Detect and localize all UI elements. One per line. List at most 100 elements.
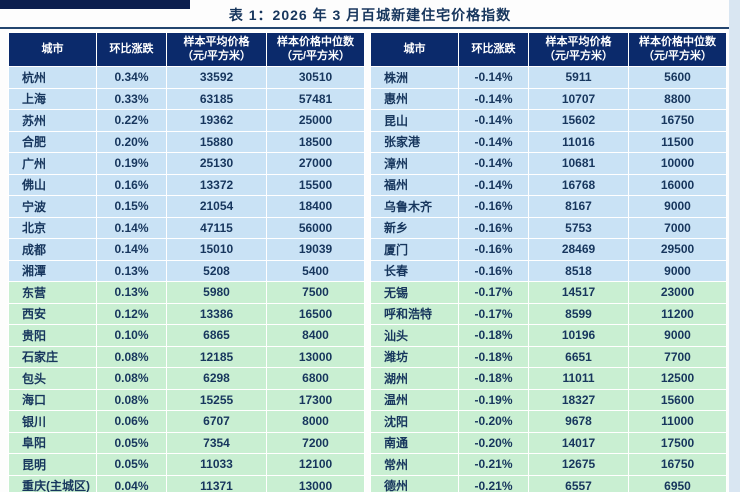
value-cell: -0.14% <box>458 66 529 89</box>
value-cell: 0.08% <box>96 388 167 411</box>
table-row: 沈阳 -0.20% 9678 11000 <box>370 410 727 433</box>
city-cell: 株洲 <box>370 66 459 89</box>
value-cell: 6298 <box>166 367 267 390</box>
value-cell: 13372 <box>166 173 267 196</box>
table-row: 包头 0.08% 6298 6800 <box>8 367 365 390</box>
value-cell: 8599 <box>528 302 629 325</box>
value-cell: 33592 <box>166 66 267 89</box>
city-cell: 昆山 <box>370 109 459 132</box>
value-cell: 21054 <box>166 195 267 218</box>
value-cell: 16000 <box>628 173 727 196</box>
value-cell: -0.20% <box>458 431 529 454</box>
value-cell: 5980 <box>166 281 267 304</box>
value-cell: 63185 <box>166 87 267 110</box>
value-cell: 8800 <box>628 87 727 110</box>
city-cell: 张家港 <box>370 130 459 153</box>
column-header: 环比涨跌 <box>458 32 529 67</box>
value-cell: 10707 <box>528 87 629 110</box>
city-cell: 潍坊 <box>370 345 459 368</box>
city-cell: 贵阳 <box>8 324 97 347</box>
city-cell: 呼和浩特 <box>370 302 459 325</box>
table-row: 西安 0.12% 13386 16500 <box>8 302 365 325</box>
value-cell: 5911 <box>528 66 629 89</box>
city-cell: 杭州 <box>8 66 97 89</box>
value-cell: -0.17% <box>458 302 529 325</box>
value-cell: 17300 <box>266 388 365 411</box>
value-cell: 11011 <box>528 367 629 390</box>
value-cell: -0.19% <box>458 388 529 411</box>
value-cell: 0.05% <box>96 453 167 476</box>
value-cell: 0.33% <box>96 87 167 110</box>
scrollbar-track[interactable] <box>729 0 740 492</box>
city-cell: 合肥 <box>8 130 97 153</box>
table-row: 汕头 -0.18% 10196 9000 <box>370 324 727 347</box>
value-cell: -0.14% <box>458 87 529 110</box>
table-row: 温州 -0.19% 18327 15600 <box>370 388 727 411</box>
city-cell: 湖州 <box>370 367 459 390</box>
value-cell: 0.15% <box>96 195 167 218</box>
value-cell: 7700 <box>628 345 727 368</box>
city-cell: 石家庄 <box>8 345 97 368</box>
top-left-bar <box>0 0 190 9</box>
value-cell: 0.20% <box>96 130 167 153</box>
value-cell: 11033 <box>166 453 267 476</box>
value-cell: 15880 <box>166 130 267 153</box>
city-cell: 南通 <box>370 431 459 454</box>
value-cell: 16500 <box>266 302 365 325</box>
value-cell: 56000 <box>266 216 365 239</box>
city-cell: 东营 <box>8 281 97 304</box>
value-cell: 13000 <box>266 345 365 368</box>
value-cell: 5600 <box>628 66 727 89</box>
city-cell: 新乡 <box>370 216 459 239</box>
value-cell: 12100 <box>266 453 365 476</box>
value-cell: 15010 <box>166 238 267 261</box>
city-cell: 沈阳 <box>370 410 459 433</box>
value-cell: 0.13% <box>96 259 167 282</box>
value-cell: 7000 <box>628 216 727 239</box>
header-row: 城市 环比涨跌 样本平均价格 （元/平方米） 样本价格中位数 （元/平方米） <box>8 32 365 67</box>
value-cell: 29500 <box>628 238 727 261</box>
value-cell: 11371 <box>166 474 267 492</box>
value-cell: 5753 <box>528 216 629 239</box>
value-cell: 11200 <box>628 302 727 325</box>
value-cell: 16750 <box>628 453 727 476</box>
city-cell: 常州 <box>370 453 459 476</box>
value-cell: -0.16% <box>458 216 529 239</box>
value-cell: 7200 <box>266 431 365 454</box>
table-row: 银川 0.06% 6707 8000 <box>8 410 365 433</box>
table-row: 无锡 -0.17% 14517 23000 <box>370 281 727 304</box>
value-cell: 12185 <box>166 345 267 368</box>
value-cell: 6557 <box>528 474 629 492</box>
table-row: 德州 -0.21% 6557 6950 <box>370 474 727 492</box>
table-row: 长春 -0.16% 8518 9000 <box>370 259 727 282</box>
value-cell: 9678 <box>528 410 629 433</box>
value-cell: 16768 <box>528 173 629 196</box>
value-cell: 23000 <box>628 281 727 304</box>
column-header: 城市 <box>370 32 459 67</box>
value-cell: 13000 <box>266 474 365 492</box>
value-cell: 10196 <box>528 324 629 347</box>
value-cell: 6865 <box>166 324 267 347</box>
table-row: 常州 -0.21% 12675 16750 <box>370 453 727 476</box>
table-row: 潍坊 -0.18% 6651 7700 <box>370 345 727 368</box>
city-cell: 重庆(主城区) <box>8 474 97 492</box>
table-row: 新乡 -0.16% 5753 7000 <box>370 216 727 239</box>
table-row: 福州 -0.14% 16768 16000 <box>370 173 727 196</box>
value-cell: 6707 <box>166 410 267 433</box>
value-cell: 7354 <box>166 431 267 454</box>
value-cell: 0.16% <box>96 173 167 196</box>
value-cell: -0.16% <box>458 238 529 261</box>
column-header: 样本平均价格 （元/平方米） <box>166 32 267 67</box>
table-row: 杭州 0.34% 33592 30510 <box>8 66 365 89</box>
table-row: 惠州 -0.14% 10707 8800 <box>370 87 727 110</box>
city-cell: 成都 <box>8 238 97 261</box>
city-cell: 湘潭 <box>8 259 97 282</box>
value-cell: 15255 <box>166 388 267 411</box>
value-cell: 0.22% <box>96 109 167 132</box>
city-cell: 福州 <box>370 173 459 196</box>
table-row: 贵阳 0.10% 6865 8400 <box>8 324 365 347</box>
value-cell: 0.08% <box>96 367 167 390</box>
city-cell: 海口 <box>8 388 97 411</box>
value-cell: 30510 <box>266 66 365 89</box>
city-cell: 上海 <box>8 87 97 110</box>
